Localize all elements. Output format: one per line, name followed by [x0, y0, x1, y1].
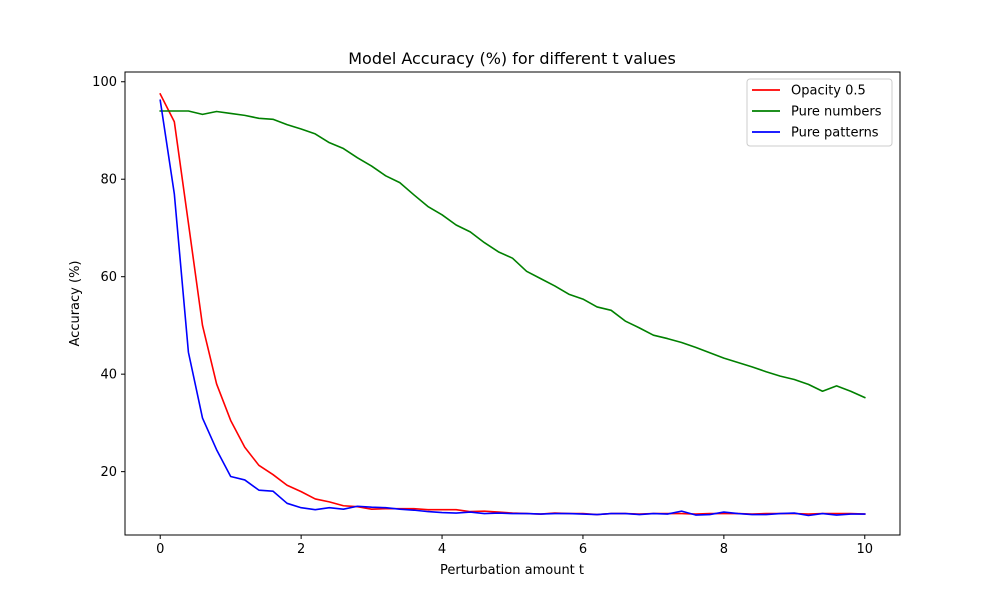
x-tick-label: 2 — [297, 542, 305, 557]
series-line-pure-patterns — [159, 99, 866, 517]
x-tick-label: 8 — [720, 542, 728, 557]
x-axis-label: Perturbation amount t — [440, 563, 584, 578]
legend-label: Pure patterns — [791, 126, 879, 141]
y-axis: 20 40 60 80 100 — [92, 75, 125, 480]
axes-frame — [124, 71, 901, 536]
y-tick-label: 40 — [100, 368, 117, 383]
series-line-pure-numbers — [159, 110, 866, 399]
y-tick-label: 60 — [100, 270, 117, 285]
y-tick-label: 80 — [100, 173, 117, 188]
plot-area — [124, 71, 901, 536]
chart-title: Model Accuracy (%) for different t value… — [348, 49, 676, 68]
x-tick-label: 10 — [856, 542, 873, 557]
legend: Opacity 0.5 Pure numbers Pure patterns — [746, 78, 893, 147]
y-tick-label: 100 — [92, 75, 117, 90]
x-tick-label: 6 — [579, 542, 587, 557]
legend-box — [746, 78, 893, 147]
legend-label: Opacity 0.5 — [791, 84, 866, 99]
legend-label: Pure numbers — [791, 105, 882, 120]
x-tick-label: 0 — [156, 542, 164, 557]
y-axis-label: Accuracy (%) — [68, 261, 83, 347]
x-tick-label: 4 — [438, 542, 446, 557]
x-axis: 0 2 4 6 8 10 — [156, 535, 873, 557]
series-layer — [159, 92, 866, 517]
y-tick-label: 20 — [100, 465, 117, 480]
